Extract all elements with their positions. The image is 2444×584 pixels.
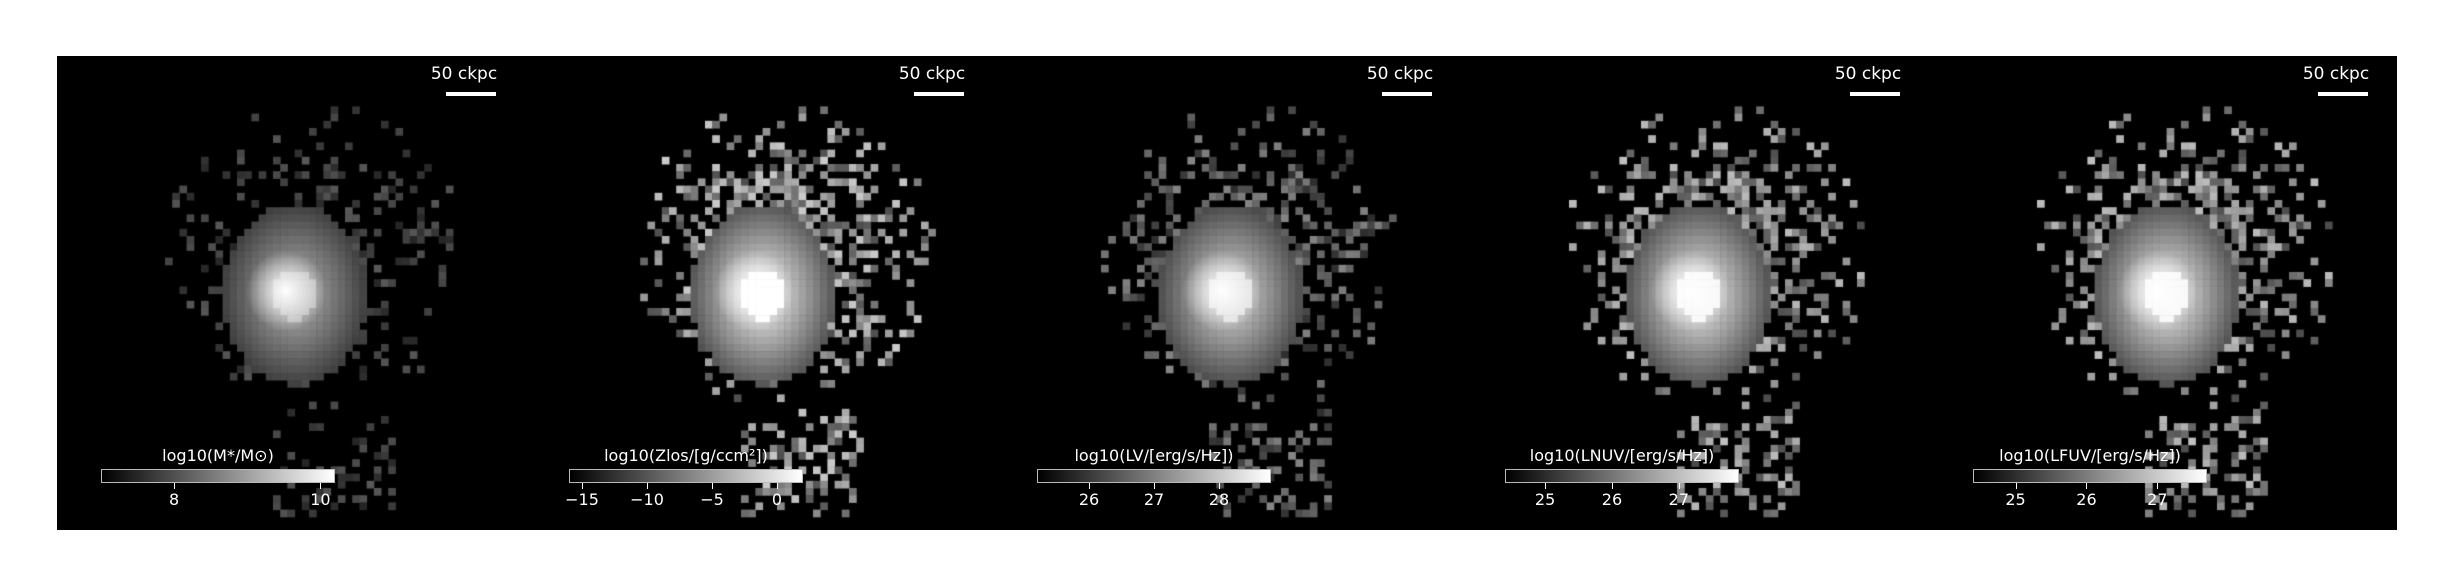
colorbar-tick [1089, 483, 1090, 489]
colorbar-tick-label: 10 [310, 490, 331, 509]
map-image [1461, 56, 1929, 530]
colorbar-title: log10(Zlos/[g/ccm²]) [604, 446, 768, 465]
colorbar-tick-label: 27 [1668, 490, 1689, 509]
colorbar-tick-label: −15 [565, 490, 599, 509]
colorbar-tick [1678, 483, 1680, 489]
panel-metallicity: 50 ckpc log10(Zlos/[g/ccm²]) −15 −10 −5 0 [525, 56, 993, 530]
colorbar-tick [320, 483, 322, 489]
colorbar [101, 469, 335, 483]
panel-v-luminosity: 50 ckpc log10(LV/[erg/s/Hz]) 26 27 28 [993, 56, 1461, 530]
scalebar-label: 50 ckpc [2302, 64, 2370, 84]
colorbar-tick [1154, 483, 1155, 489]
colorbar-tick [647, 483, 648, 489]
colorbar-title: log10(LFUV/[erg/s/Hz]) [1999, 446, 2181, 465]
colorbar [569, 469, 803, 483]
colorbar-tick-label: 26 [1078, 490, 1100, 509]
colorbar-tick-label: −10 [630, 490, 664, 509]
colorbar-tick [2157, 483, 2159, 489]
colorbar-tick [1545, 483, 1547, 489]
scalebar-line [914, 92, 964, 96]
colorbar-tick-label: 0 [771, 490, 783, 509]
scalebar-line [1382, 92, 1432, 96]
colorbar-tick [1219, 483, 1220, 489]
colorbar-tick [2086, 483, 2088, 489]
scalebar-label: 50 ckpc [1366, 64, 1434, 84]
galaxy-map-strip: 50 ckpc log10(M*/M⊙) 8 10 50 ckpc log10(Z… [57, 56, 2397, 530]
scalebar-label: 50 ckpc [430, 64, 498, 84]
colorbar-tick-label: 25 [1534, 490, 1556, 509]
map-image [1929, 56, 2397, 530]
scalebar-line [2318, 92, 2368, 96]
panel-fuv-luminosity: 50 ckpc log10(LFUV/[erg/s/Hz]) 25 26 27 [1929, 56, 2397, 530]
panel-nuv-luminosity: 50 ckpc log10(LNUV/[erg/s/Hz]) 25 26 27 [1461, 56, 1929, 530]
colorbar-tick [712, 483, 713, 489]
colorbar-tick-label: 27 [1143, 490, 1165, 509]
colorbar-tick [174, 483, 176, 489]
colorbar-title: log10(LV/[erg/s/Hz]) [1074, 446, 1234, 465]
colorbar [1505, 469, 1739, 483]
colorbar-tick-label: 27 [2147, 490, 2168, 509]
colorbar-title: log10(LNUV/[erg/s/Hz]) [1529, 446, 1715, 465]
colorbar-tick-label: −5 [700, 490, 724, 509]
map-image [57, 56, 525, 530]
map-image [525, 56, 993, 530]
colorbar-tick-label: 28 [1208, 490, 1230, 509]
colorbar-tick [1611, 483, 1613, 489]
colorbar [1973, 469, 2207, 483]
map-image [993, 56, 1461, 530]
colorbar [1037, 469, 1271, 483]
panel-stellar-mass: 50 ckpc log10(M*/M⊙) 8 10 [57, 56, 525, 530]
colorbar-tick [2015, 483, 2017, 489]
scalebar-line [446, 92, 496, 96]
colorbar-tick-label: 25 [2005, 490, 2026, 509]
scalebar-line [1850, 92, 1900, 96]
colorbar-title: log10(M*/M⊙) [162, 446, 274, 465]
scalebar-label: 50 ckpc [898, 64, 966, 84]
colorbar-tick-label: 26 [1601, 490, 1623, 509]
colorbar-tick [582, 483, 583, 489]
colorbar-tick-label: 8 [169, 490, 180, 509]
colorbar-tick [777, 483, 778, 489]
colorbar-tick-label: 26 [2076, 490, 2097, 509]
scalebar-label: 50 ckpc [1834, 64, 1902, 84]
